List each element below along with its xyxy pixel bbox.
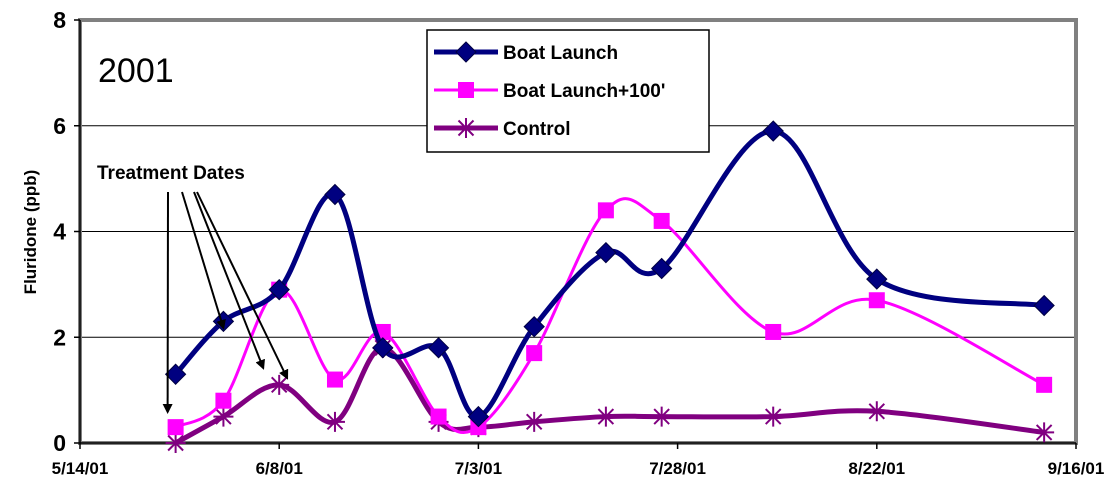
data-point [1034, 422, 1055, 443]
data-point [269, 374, 290, 395]
data-point [524, 411, 545, 432]
y-tick-label: 8 [53, 7, 66, 33]
gridlines [80, 125, 1076, 338]
y-tick-label: 4 [53, 219, 66, 245]
data-point [326, 371, 343, 388]
legend-entry: Boat Launch+100' [434, 81, 665, 102]
data-point [595, 241, 617, 264]
series-layer [164, 120, 1055, 453]
data-point [595, 406, 616, 427]
data-point [650, 257, 673, 280]
series-line [174, 345, 1045, 446]
data-point [268, 278, 290, 301]
x-tick-label: 9/16/01 [1048, 459, 1105, 478]
data-point [1033, 294, 1055, 317]
data-point [164, 363, 187, 385]
data-point [762, 120, 784, 142]
treatment-dates-annotation: Treatment Dates [97, 163, 289, 414]
data-point [651, 406, 672, 427]
data-point [1036, 376, 1053, 393]
series-line [173, 128, 1045, 420]
annotation-text: Treatment Dates [97, 163, 245, 184]
data-point [763, 406, 784, 427]
data-point [765, 323, 782, 340]
data-point [324, 411, 345, 432]
x-tick-label: 5/14/01 [52, 459, 109, 478]
x-tick-label: 7/3/01 [455, 459, 502, 478]
data-point [165, 433, 186, 453]
data-point [427, 337, 450, 359]
legend-marker [455, 41, 477, 63]
treatment-arrow [181, 191, 226, 330]
data-point [523, 315, 545, 338]
data-point [167, 419, 184, 436]
treatment-arrow [196, 191, 289, 380]
y-axis-title: Fluridone (ppb) [21, 170, 40, 295]
data-point [597, 202, 614, 219]
legend-marker [458, 82, 474, 98]
legend: Boat Launch Boat Launch+100' Control [426, 29, 710, 153]
series-asterisk [165, 337, 1055, 453]
data-point [467, 405, 490, 428]
y-tick-label: 2 [53, 324, 66, 350]
data-point [324, 183, 346, 206]
legend-entry: Boat Launch [434, 41, 618, 64]
inset-year-label: 2001 [98, 52, 174, 90]
data-point [526, 345, 543, 362]
series-diamond [164, 120, 1055, 428]
data-point [653, 212, 670, 229]
x-tick-label: 6/8/01 [256, 459, 303, 478]
data-point [430, 408, 447, 425]
data-point [372, 337, 394, 359]
y-tick-label: 6 [53, 113, 66, 139]
treatment-arrow [193, 191, 265, 370]
legend-label: Boat Launch [503, 43, 618, 64]
data-point [215, 392, 232, 409]
axes: 0 2 4 6 8 5/14/01 6/8/01 7/3/01 7/28/01 8/22/01 9/… [52, 7, 1105, 478]
legend-marker [456, 118, 476, 138]
x-tick-label: 7/28/01 [649, 459, 706, 478]
data-point [213, 406, 234, 427]
data-point [866, 268, 888, 290]
data-point [866, 401, 887, 422]
legend-label: Boat Launch+100' [503, 81, 665, 102]
legend-entry: Control [434, 118, 571, 140]
legend-label: Control [503, 119, 571, 140]
data-point [868, 292, 885, 309]
x-tick-label: 8/22/01 [848, 459, 905, 478]
y-tick-label: 0 [53, 430, 66, 456]
